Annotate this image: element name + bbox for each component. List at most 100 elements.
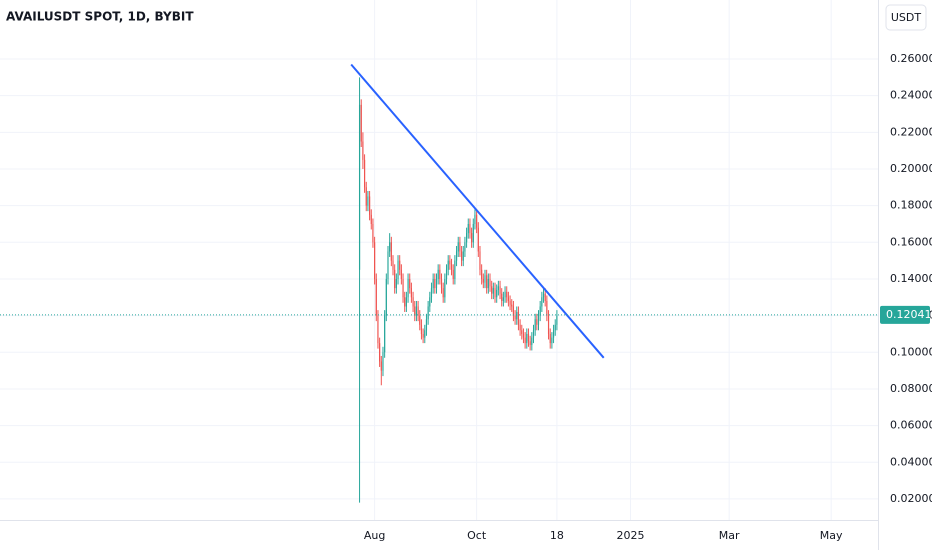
candle-body [377,315,379,344]
candle-body [536,319,538,325]
candle-body [397,260,399,279]
candle-body [395,278,397,289]
candle-body [449,260,451,265]
candle-body [529,341,531,345]
candle-body [554,324,556,331]
candle-body [504,291,506,298]
candle-body [372,223,374,243]
candle-body [499,286,501,294]
candle-body [399,260,401,270]
candle-body [521,330,523,334]
candle-body [424,330,426,338]
trendline [350,63,605,359]
y-tick-label: 0.06000 [890,419,932,432]
y-tick-label: 0.02000 [890,492,932,505]
candle-body [450,264,453,270]
candle-body [447,260,449,270]
candle-body [464,242,466,252]
candle-body [506,291,508,298]
candle-body [439,269,441,279]
candle-body [511,304,513,307]
candle-body [484,275,486,283]
candle-body [466,233,468,243]
candle-body [402,278,404,298]
candle-body [375,278,377,316]
candle-body [414,306,416,316]
candle-body [531,337,533,345]
candle-body [552,330,555,338]
candle-body [440,278,443,289]
candle-body [384,315,386,353]
y-tick-label: 0.22000 [890,125,932,138]
candle-body [516,311,518,320]
candle-body [556,315,558,325]
axes: 0.02000 0.04000 0.06000 0.08000 0.10000 0.120… [364,52,932,542]
candle-body [389,242,391,252]
candle-body [417,306,419,316]
candle-body [462,251,464,261]
candle-body [419,315,421,325]
candle-body [487,278,489,289]
candle-body [407,278,409,298]
candle-body [367,196,369,206]
y-tick-label: 0.14000 [890,272,932,285]
candle-body [549,333,551,344]
candle-body [445,269,448,279]
candle-body [374,242,376,279]
currency-button[interactable] [885,4,927,31]
candle-body [394,269,396,289]
candle-body [501,293,503,301]
candle-body [412,297,414,307]
candle-body [415,306,418,316]
candle-body [392,260,394,270]
candle-body [474,214,476,224]
candle-body [494,288,496,298]
x-tick-label: May [820,529,843,542]
candle-body [481,269,483,279]
candle-body [455,251,458,261]
candle-body [425,319,428,331]
candle-body [382,352,384,371]
candle-body [363,159,366,188]
x-tick-label: 2025 [616,529,644,542]
candle-body [452,269,454,279]
x-tick-label: Oct [467,529,487,542]
candle-body [460,251,463,261]
candle-body [507,297,509,301]
candle-body [479,251,481,270]
y-tick-label: 0.18000 [890,199,932,212]
candle-body [442,288,444,298]
candle-body [459,242,461,252]
candle-body [496,289,498,298]
candle-body [551,337,553,344]
candle-body [472,223,474,243]
last-price-label: 0.12041 [886,308,932,321]
candle-body [537,315,540,325]
candle-body [457,242,459,252]
candle-body [362,141,364,160]
currency-label[interactable]: USDT [891,11,922,24]
candle-body [489,278,491,287]
y-tick-label: 0.10000 [890,345,932,358]
candle-body [522,333,525,338]
candle-body [435,278,438,289]
candle-body [387,251,389,279]
x-tick-label: Mar [719,529,740,542]
candle-body [385,278,387,316]
candle-body [444,278,446,298]
candle-body [379,343,381,362]
candle-body [469,223,471,234]
x-tick-label: Aug [364,529,385,542]
candle-body [432,278,434,289]
candle-body [429,297,431,307]
candle-body [404,297,406,307]
y-tick-label: 0.16000 [890,235,932,248]
candle-body [486,275,488,289]
candle-body [547,315,550,334]
candle-body [405,297,407,307]
candle-body [422,333,424,338]
candle-body [427,306,429,320]
candle-body [546,300,548,316]
